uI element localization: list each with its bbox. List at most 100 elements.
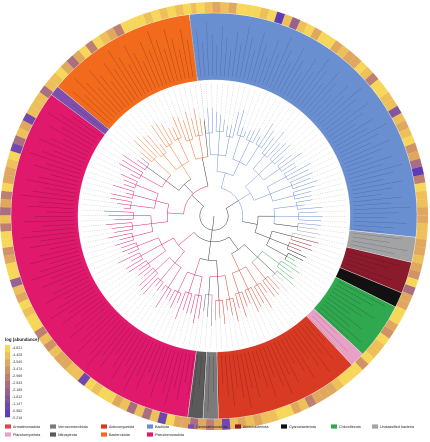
tree-arc <box>165 285 172 290</box>
tip-extension <box>318 243 343 250</box>
tree-branch <box>110 197 132 202</box>
tree-arc <box>296 223 299 231</box>
heat-cell <box>158 7 170 20</box>
tree-branch <box>133 194 156 202</box>
taxon-label-line <box>273 342 290 375</box>
tip-extension <box>106 137 138 160</box>
tree-branch <box>119 236 133 241</box>
heat-cell <box>205 418 214 430</box>
taxon-label-line <box>118 57 143 97</box>
taxon-label-line <box>86 82 118 116</box>
taxon-label-line <box>31 228 75 233</box>
taxon-label-line <box>280 47 305 93</box>
tree-branch <box>193 108 200 136</box>
taxon-label-line <box>50 266 84 279</box>
tree-branch <box>169 145 183 166</box>
tree-branch <box>258 161 273 175</box>
tree-branch <box>140 175 163 188</box>
tip-extension <box>81 224 107 227</box>
tree-branch <box>279 263 291 273</box>
phylogenetic-tree <box>81 83 347 349</box>
scale-tick: -4.425 <box>12 353 22 357</box>
tip-extension <box>316 210 347 213</box>
legend-swatch <box>147 424 153 429</box>
tip-extension <box>219 317 223 349</box>
taxon-label-line <box>329 113 363 137</box>
heat-cell <box>370 338 385 352</box>
tree-branch <box>286 248 307 258</box>
tree-branch <box>292 232 316 239</box>
heat-cell <box>12 284 26 296</box>
tree-branch <box>298 219 322 222</box>
taxon-label-line <box>45 280 90 304</box>
tree-arc <box>284 173 288 180</box>
heat-cell <box>290 401 302 415</box>
tree-branch <box>114 218 134 221</box>
tip-extension <box>296 266 328 286</box>
tree-branch <box>232 135 241 160</box>
taxon-label-line <box>94 317 118 343</box>
taxon-label-line <box>176 353 187 401</box>
tree-branch <box>131 255 142 262</box>
taxon-label-line <box>60 114 98 140</box>
tree-branch <box>210 230 213 242</box>
tree-branch <box>229 125 232 137</box>
tree-branch <box>161 285 166 291</box>
taxon-label-line <box>221 355 224 385</box>
tip-extension <box>246 316 255 343</box>
tip-extension <box>311 245 342 256</box>
tree-branch <box>281 162 295 172</box>
taxon-label-line <box>335 284 373 306</box>
legend-label: Pseudomonadota <box>155 433 185 437</box>
tip-extension <box>315 237 345 245</box>
heat-cell <box>118 397 131 412</box>
tip-extension <box>260 306 276 335</box>
heat-cell <box>317 386 331 400</box>
taxon-label-line <box>308 83 336 114</box>
tree-branch <box>174 251 185 264</box>
taxon-label-line <box>269 37 292 88</box>
legend-item: Bacteroidota <box>101 432 131 437</box>
tree-branch <box>117 203 131 206</box>
tip-extension <box>300 138 322 154</box>
heat-cell <box>369 79 384 93</box>
tree-branch <box>122 154 146 170</box>
tree-branch <box>130 174 140 179</box>
heat-cell <box>407 150 421 162</box>
tree-arc <box>276 260 282 267</box>
tree-branch <box>111 193 133 199</box>
tree-branch <box>207 294 210 317</box>
tree-branch <box>190 294 196 314</box>
taxon-label-line <box>294 330 320 367</box>
tree-branch <box>267 176 287 188</box>
tree-branch <box>246 145 260 166</box>
tip-extension <box>152 97 169 129</box>
tree-branch <box>205 172 209 187</box>
tree-branch <box>252 128 261 143</box>
abundance-scale-title: log (abundance) <box>5 337 39 342</box>
tip-extension <box>232 315 239 347</box>
tree-branch <box>155 123 170 146</box>
legend-swatch <box>5 432 11 437</box>
taxon-label-line <box>30 239 77 248</box>
tip-extension <box>304 199 347 206</box>
heat-cell <box>391 112 406 126</box>
taxon-label-line <box>348 255 389 269</box>
taxon-label-line <box>353 206 411 210</box>
heat-cell <box>19 120 33 133</box>
tree-branch <box>276 266 293 280</box>
tree-branch <box>296 204 305 207</box>
heat-cell <box>392 305 407 318</box>
tree-branch <box>140 244 162 257</box>
tree-branch <box>297 207 322 210</box>
tree-branch <box>288 252 304 261</box>
tip-extension <box>321 220 347 223</box>
tip-extension <box>205 316 208 349</box>
taxon-label-line <box>45 211 75 213</box>
taxon-label-line <box>110 81 130 105</box>
tip-extension <box>167 91 178 118</box>
legend-label: Actinomycetota <box>109 425 135 429</box>
tree-branch <box>126 258 143 269</box>
heat-cell <box>126 401 138 415</box>
tree-branch <box>142 136 162 158</box>
